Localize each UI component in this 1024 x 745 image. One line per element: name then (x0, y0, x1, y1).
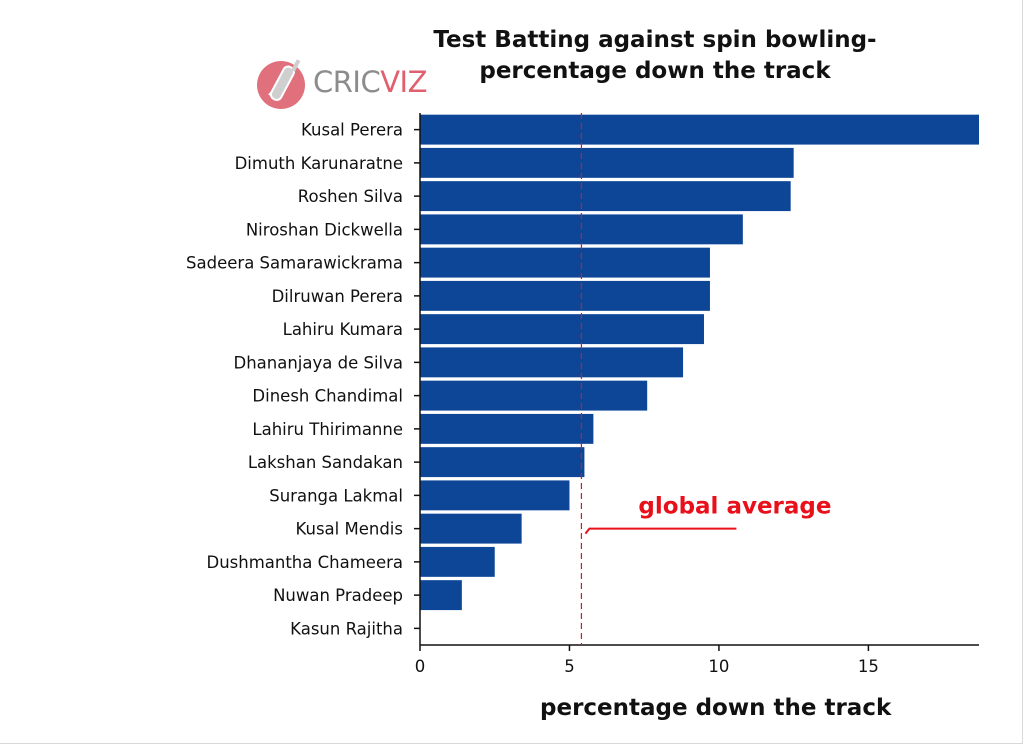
y-tick-label: Sadeera Samarawickrama (186, 254, 403, 273)
y-tick-label: Dimuth Karunaratne (235, 154, 403, 173)
y-tick-label: Suranga Lakmal (269, 486, 403, 505)
y-tick-label: Kasun Rajitha (290, 619, 403, 638)
y-tick-label: Dhananjaya de Silva (233, 353, 403, 372)
bar (420, 347, 684, 378)
y-tick-label: Dilruwan Perera (272, 287, 403, 306)
bar (420, 280, 710, 311)
bar (420, 546, 495, 577)
global-average-label: global average (638, 494, 831, 520)
x-tick-label: 5 (564, 657, 575, 676)
bar (420, 314, 704, 345)
bar (420, 247, 710, 278)
bar (420, 380, 648, 411)
x-tick-label: 10 (708, 657, 729, 676)
annotation-arrow (584, 527, 737, 535)
bar (420, 580, 462, 611)
x-tick-label: 0 (415, 657, 426, 676)
cricviz-logo: CRICVIZ (255, 55, 427, 113)
x-tick-label: 15 (858, 657, 879, 676)
y-tick-label: Dinesh Chandimal (252, 387, 403, 406)
logo-text: CRICVIZ (313, 65, 427, 99)
bar (420, 447, 585, 478)
y-tick-label: Kusal Mendis (296, 520, 404, 539)
y-tick-label: Lakshan Sandakan (248, 453, 403, 472)
chart-title-line-1: Test Batting against spin bowling- (433, 27, 877, 53)
y-tick-label: Lahiru Kumara (283, 320, 403, 339)
bar (420, 413, 594, 444)
y-tick-label: Nuwan Pradeep (273, 586, 403, 605)
cricket-bat-icon (257, 59, 305, 109)
y-tick-label: Lahiru Thirimanne (252, 420, 403, 439)
bar (420, 181, 791, 212)
bar (420, 147, 794, 178)
bar (420, 114, 979, 145)
chart-title-line-2: percentage down the track (479, 58, 831, 84)
y-tick-label: Dushmantha Chameera (206, 553, 403, 572)
x-axis-label: percentage down the track (540, 695, 892, 721)
bar (420, 480, 570, 511)
y-tick-label: Roshen Silva (298, 187, 403, 206)
bar (420, 214, 743, 245)
bar (420, 513, 522, 544)
y-tick-label: Niroshan Dickwella (246, 220, 403, 239)
y-tick-label: Kusal Perera (301, 121, 403, 140)
